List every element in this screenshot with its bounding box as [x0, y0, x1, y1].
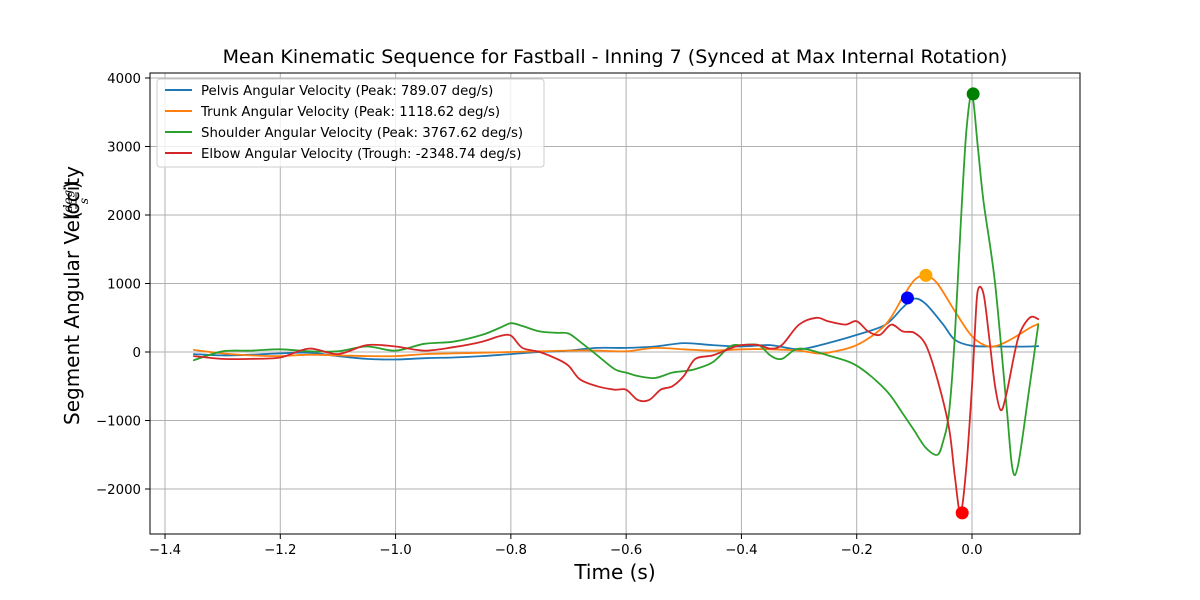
series-line-elbow — [192, 285, 1040, 514]
y-axis-unit-numerator: deg — [61, 189, 75, 212]
y-tick-label: −2000 — [96, 483, 141, 498]
peak-markers — [900, 87, 980, 520]
y-tick-label: 0 — [133, 346, 141, 361]
y-tick-label: −1000 — [96, 415, 141, 430]
peak-marker-shoulder — [966, 87, 980, 101]
series-line-trunk — [192, 274, 1040, 358]
y-tick-label: 3000 — [107, 141, 141, 156]
x-tick-label: −1.0 — [379, 543, 411, 558]
legend-box — [156, 78, 545, 168]
x-axis-ticks: −1.4 −1.2 −1.0 −0.8 −0.6 −0.4 −0.2 0.0 — [149, 534, 983, 558]
legend-label-pelvis: Pelvis Angular Velocity (Peak: 789.07 de… — [201, 84, 493, 99]
peak-marker-trunk — [919, 268, 933, 282]
y-axis-unit-open-paren: ( — [60, 211, 84, 219]
x-tick-label: −0.8 — [495, 543, 527, 558]
x-tick-label: −1.2 — [264, 543, 296, 558]
y-tick-label: 1000 — [107, 278, 141, 293]
legend-label-elbow: Elbow Angular Velocity (Trough: -2348.74… — [201, 147, 521, 162]
x-tick-label: −0.4 — [725, 543, 757, 558]
y-axis-ticks: −2000 −1000 0 1000 2000 3000 4000 — [96, 72, 150, 498]
plot-frame — [149, 72, 1081, 535]
x-axis-label: Time (s) — [573, 560, 655, 584]
x-tick-label: 0.0 — [961, 543, 982, 558]
legend: Pelvis Angular Velocity (Peak: 789.07 de… — [156, 78, 545, 168]
peak-marker-pelvis — [900, 291, 914, 305]
chart-title: Mean Kinematic Sequence for Fastball - I… — [223, 46, 1008, 68]
legend-label-shoulder: Shoulder Angular Velocity (Peak: 3767.62… — [201, 126, 523, 141]
x-tick-label: −0.2 — [841, 543, 873, 558]
series-line-pelvis — [192, 297, 1040, 361]
y-axis-label: Segment Angular Velocity — [60, 166, 84, 425]
x-tick-label: −0.6 — [610, 543, 642, 558]
peak-marker-elbow — [955, 506, 969, 520]
y-tick-label: 4000 — [107, 72, 141, 87]
legend-label-trunk: Trunk Angular Velocity (Peak: 1118.62 de… — [200, 105, 500, 120]
y-axis-label-group: Segment Angular Velocity ( deg s ) — [60, 166, 91, 425]
y-tick-label: 2000 — [107, 209, 141, 224]
x-tick-label: −1.4 — [149, 543, 181, 558]
y-axis-label-text: Segment Angular Velocity — [60, 166, 84, 425]
y-axis-unit-denominator: s — [77, 198, 91, 204]
y-axis-unit-close-paren: ) — [60, 181, 84, 189]
